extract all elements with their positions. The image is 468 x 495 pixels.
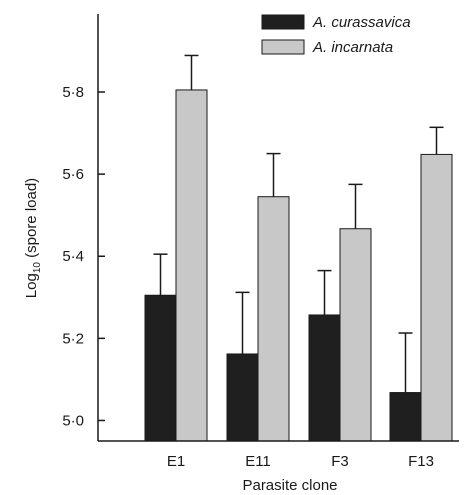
y-tick-label: 5·0 — [62, 412, 84, 429]
bar-e11-a-curassavica — [226, 353, 259, 442]
legend-swatch-a-incarnata — [261, 39, 305, 55]
legend-swatch-a-curassavica — [261, 14, 305, 30]
error-bars-layer — [153, 54, 444, 393]
legend-label-a-curassavica: A. curassavica — [312, 14, 411, 31]
bar-f13-a-incarnata — [420, 153, 453, 442]
bar-f13-a-curassavica — [389, 392, 422, 442]
bar-f3-a-incarnata — [339, 228, 372, 442]
legend: A. curassavica A. incarnata — [261, 14, 411, 56]
x-tick-label-e11: E11 — [245, 453, 271, 470]
x-tick-label-f3: F3 — [331, 453, 349, 470]
y-axis-label-rest: (spore load) — [23, 178, 40, 262]
y-tick-label: 5·4 — [62, 248, 84, 265]
y-axis-label: Log10 (spore load) — [23, 178, 43, 298]
y-tick-label: 5·8 — [62, 84, 84, 101]
y-tick-label: 5·6 — [62, 166, 84, 183]
bar-f3-a-curassavica — [308, 314, 341, 442]
y-tick-label: 5·2 — [62, 330, 84, 347]
y-ticks: 5·0 5·2 5·4 5·6 5·8 — [62, 84, 105, 429]
bar-e1-a-curassavica — [144, 294, 177, 442]
legend-label-a-incarnata: A. incarnata — [312, 39, 393, 56]
x-ticks: E1 E11 F3 F13 — [167, 453, 434, 470]
bars-layer — [144, 89, 453, 442]
x-axis-label: Parasite clone — [242, 477, 337, 494]
bar-e11-a-incarnata — [257, 196, 290, 442]
x-tick-label-e1: E1 — [167, 453, 185, 470]
y-axis-label-sub: 10 — [32, 262, 43, 274]
y-axis-label-base: Log — [23, 273, 40, 298]
bar-e1-a-incarnata — [175, 89, 208, 442]
x-tick-label-f13: F13 — [408, 453, 434, 470]
axes — [97, 14, 459, 442]
